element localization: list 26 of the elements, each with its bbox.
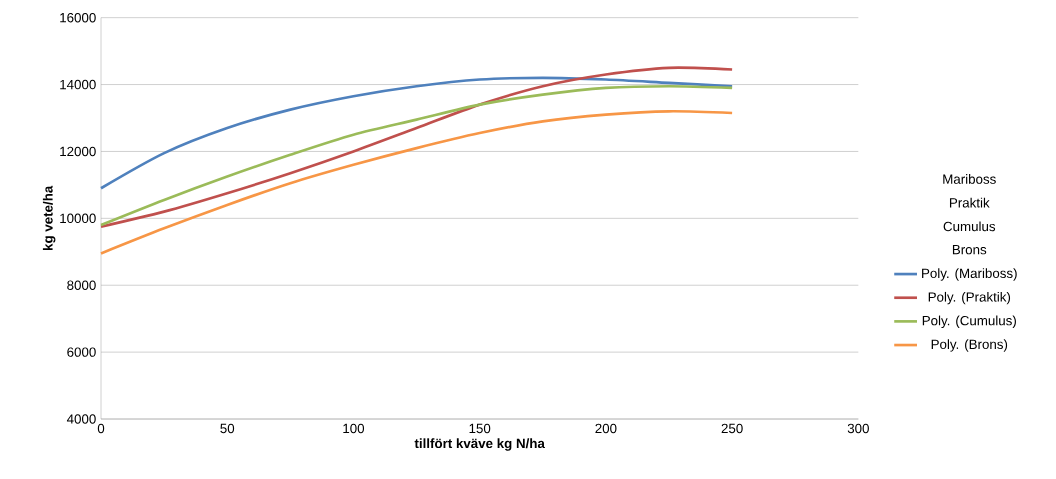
legend-label: Poly. (Mariboss) (922, 268, 1017, 281)
line-series (99, 76, 734, 190)
y-axis-title: kg vete/ha (42, 185, 56, 250)
y-tick-label: 10000 (60, 213, 96, 224)
legend-label: Poly. (Cumulus) (922, 315, 1016, 328)
y-tick-label: 12000 (60, 146, 96, 157)
x-tick-label: 250 (721, 423, 743, 434)
x-tick-label: 150 (469, 423, 491, 434)
y-tick-label: 14000 (60, 79, 96, 90)
legend-label: Poly. (Brons) (931, 339, 1008, 352)
text: Cumulus (943, 221, 996, 232)
y-tick-label: 6000 (67, 347, 96, 357)
legend-label: Poly. (Praktik) (928, 291, 1011, 305)
x-tick-label: 200 (595, 423, 617, 434)
x-tick-label: 100 (343, 423, 365, 434)
line-series (99, 109, 734, 255)
text: Praktik (949, 197, 990, 208)
x-tick-label: 300 (847, 423, 869, 434)
y-tick-label: 16000 (60, 12, 96, 23)
text: Mariboss (943, 174, 996, 184)
y-tick-label: 4000 (66, 414, 96, 424)
x-tick-label: 0 (97, 423, 105, 434)
y-tick-label: 8000 (67, 280, 96, 290)
x-tick-label: 50 (220, 423, 235, 434)
text: Brons (952, 245, 987, 255)
x-axis-title: tillfört kväve kg N/ha (414, 438, 545, 451)
